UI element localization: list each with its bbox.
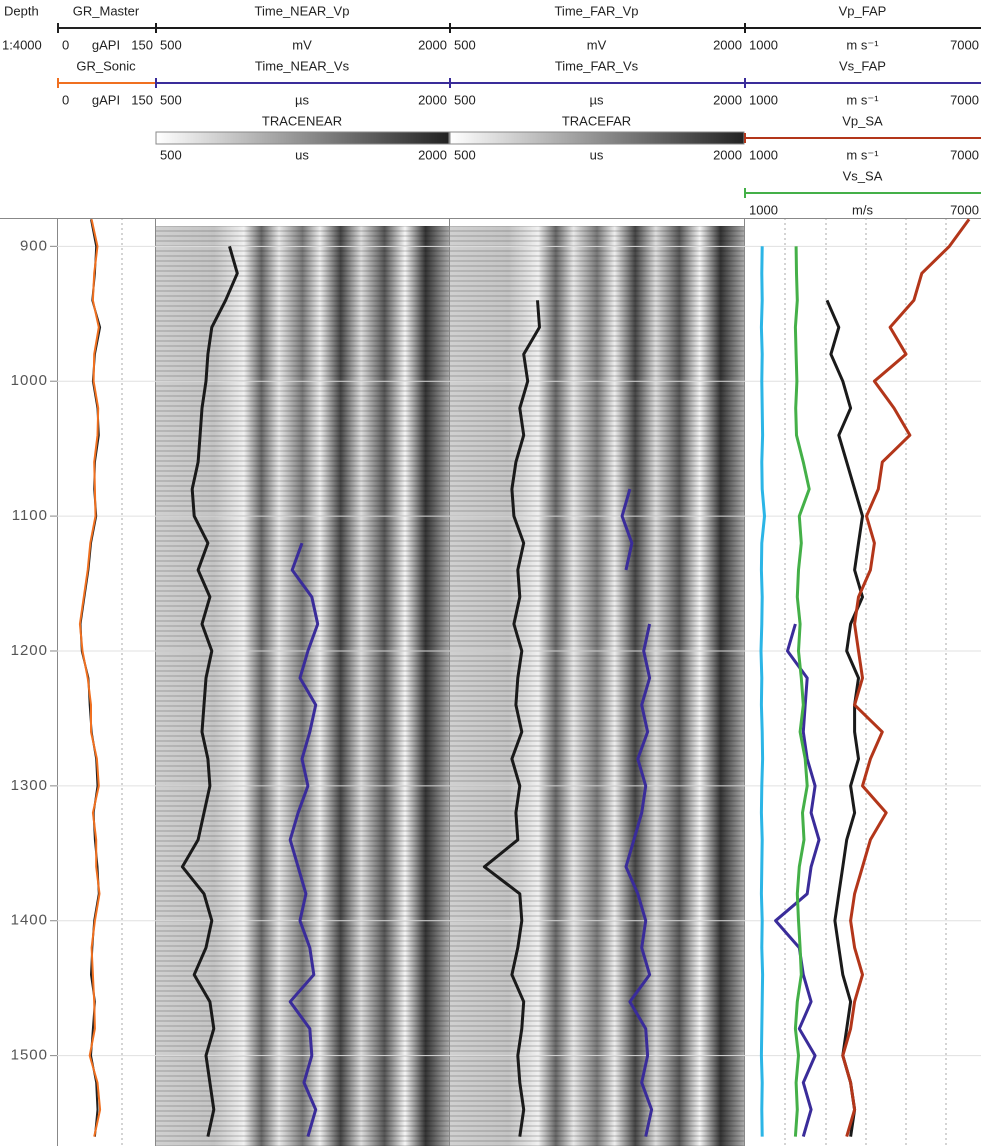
curve-name: Vs_FAP (839, 58, 886, 73)
curve-name: Vs_SA (843, 168, 883, 183)
curve-name: Time_NEAR_Vs (255, 58, 350, 73)
seismic-near-texture (156, 226, 449, 1146)
scale-unit: m s⁻¹ (846, 147, 879, 162)
log-curve (620, 488, 654, 1137)
log-curve (825, 299, 864, 1137)
scale-max: 7000 (950, 147, 979, 162)
scale-min: 0 (62, 37, 69, 52)
trace-color-bar (449, 131, 745, 145)
trace-color-bar (155, 131, 450, 145)
track-borders (0, 218, 981, 1146)
scale-max: 2000 (418, 37, 447, 52)
scale-max: 7000 (950, 202, 979, 217)
log-curve (793, 246, 811, 1137)
scale-unit: gAPI (92, 37, 120, 52)
depth-label: Depth (4, 3, 39, 18)
scale-unit: µs (590, 92, 604, 107)
scale-min: 1000 (749, 202, 778, 217)
scale-unit: m s⁻¹ (846, 92, 879, 107)
scale-unit: gAPI (92, 92, 120, 107)
depth-tick-label: 1200 (11, 642, 48, 659)
log-curve (78, 219, 102, 1137)
log-curve (180, 245, 239, 1137)
log-curve (774, 623, 821, 1138)
scale-min: 1000 (749, 92, 778, 107)
scale-min: 500 (454, 37, 476, 52)
curve-name: Time_FAR_Vs (555, 58, 639, 73)
scale-min: 500 (454, 147, 476, 162)
scale-max: 150 (131, 92, 153, 107)
scale-min: 0 (62, 92, 69, 107)
scale-min: 500 (160, 92, 182, 107)
scale-min: 500 (454, 92, 476, 107)
curve-name: TRACEFAR (562, 113, 631, 128)
scale-max: 2000 (713, 147, 742, 162)
scale-max: 2000 (418, 147, 447, 162)
log-curve (482, 300, 541, 1137)
curve-name: TRACENEAR (262, 113, 342, 128)
scale-max: 2000 (713, 37, 742, 52)
depth-tick-label: 1000 (11, 372, 48, 389)
scale-unit: µs (295, 92, 309, 107)
scale-min: 500 (160, 37, 182, 52)
scale-max: 2000 (418, 92, 447, 107)
log-curve (759, 246, 766, 1137)
scale-unit: m/s (852, 202, 873, 217)
depth-tick-label: 1300 (11, 777, 48, 794)
log-curve (288, 542, 320, 1138)
scale-min: 1000 (749, 37, 778, 52)
depth-tick-label: 1100 (12, 507, 48, 524)
scale-unit: us (590, 147, 604, 162)
scale-min: 1000 (749, 147, 778, 162)
scale-unit: mV (292, 37, 312, 52)
log-curve (79, 219, 102, 1137)
scale-unit: mV (587, 37, 607, 52)
curve-name: Vp_FAP (839, 3, 887, 18)
seismic-far-texture (450, 226, 744, 1146)
depth-tick-label: 1400 (11, 912, 48, 929)
curve-name: Time_NEAR_Vp (255, 3, 350, 18)
depth-tick-label: 1500 (11, 1047, 48, 1064)
log-curve (841, 218, 971, 1138)
curve-name: GR_Sonic (76, 58, 136, 73)
curve-name: Vp_SA (842, 113, 883, 128)
depth-tick-label: 900 (20, 237, 48, 254)
scale-min: 500 (160, 147, 182, 162)
scale-unit: m s⁻¹ (846, 37, 879, 52)
scale-unit: us (295, 147, 309, 162)
scale-max: 150 (131, 37, 153, 52)
scale-max: 2000 (713, 92, 742, 107)
scale-max: 7000 (950, 92, 979, 107)
scale-max: 7000 (950, 37, 979, 52)
curve-name: GR_Master (73, 3, 140, 18)
scale-label: 1:4000 (2, 37, 42, 52)
curve-name: Time_FAR_Vp (554, 3, 638, 18)
